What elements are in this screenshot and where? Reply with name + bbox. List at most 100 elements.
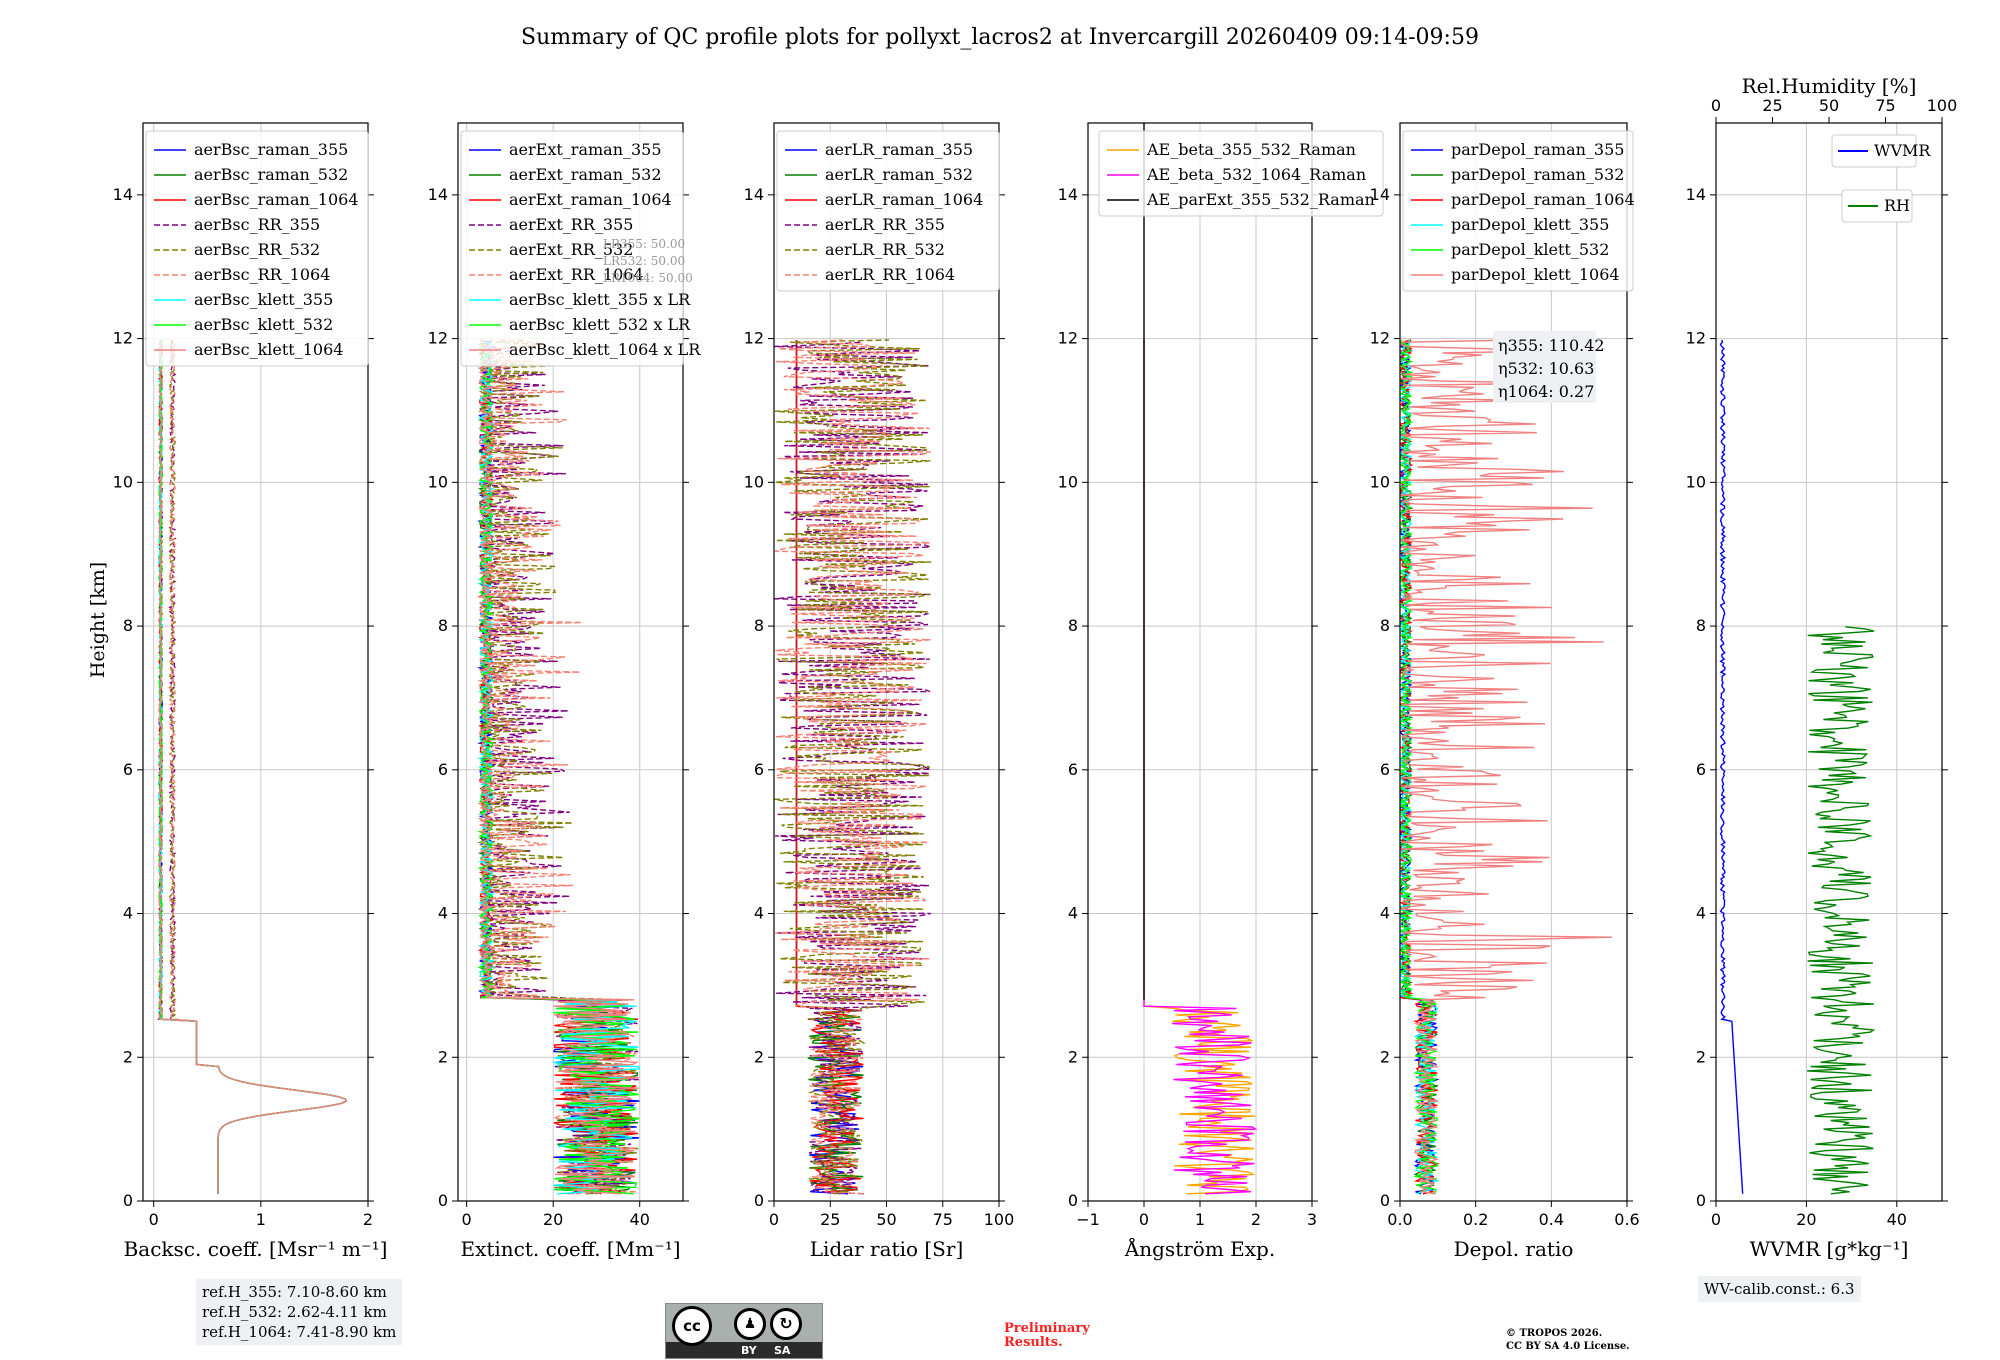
- x-axis-label: WVMR [g*kg⁻¹]: [1750, 1237, 1909, 1261]
- axes-frame: [1399, 122, 1628, 1202]
- y-tick-label: 4: [1068, 904, 1078, 923]
- profiles: [774, 339, 932, 1195]
- x-tick-label: 0: [1139, 1210, 1149, 1229]
- profile-aerBsc_klett_1064 x LR: [477, 339, 640, 1195]
- y-tick-label: 14: [1686, 185, 1706, 204]
- profiles: [1400, 339, 1613, 1195]
- y-tick-label: 10: [1058, 472, 1078, 491]
- lr-annotation: LR355: 50.00: [603, 237, 685, 251]
- y-tick-label: 6: [1696, 760, 1706, 779]
- y-tick-label: 4: [1380, 904, 1390, 923]
- x-axis-label: Backsc. coeff. [Msr⁻¹ m⁻¹]: [124, 1237, 388, 1261]
- profile-aerBsc_klett_532: [157, 339, 348, 1194]
- figure-title: Summary of QC profile plots for pollyxt_…: [521, 25, 1479, 50]
- legend-label: aerExt_RR_355: [509, 215, 633, 234]
- x-tick-label: 20: [1796, 1210, 1816, 1229]
- legend-label: aerBsc_klett_532 x LR: [509, 315, 691, 334]
- profile-aerLR_RR_355: [774, 340, 931, 1195]
- legend-label: parDepol_klett_532: [1451, 240, 1609, 259]
- y-tick-label: 12: [1686, 329, 1706, 348]
- legend-label: aerBsc_raman_532: [194, 165, 348, 184]
- y-tick-label: 12: [113, 329, 133, 348]
- legend-box: [1402, 130, 1634, 292]
- legend-label: aerBsc_klett_355: [194, 290, 333, 309]
- panel-lidar_ratio: 0 25 50 75 100 0 2 4 6 8 10 12 14 Lidar ratio [Sr] aer…: [744, 122, 1015, 1261]
- y-tick-label: 10: [1686, 472, 1706, 491]
- preliminary-line-2: Results.: [1004, 1335, 1063, 1350]
- legend-box: [460, 130, 684, 367]
- lr-annotation: LR532: 50.00: [603, 254, 685, 268]
- preliminary-line-1: Preliminary: [1004, 1321, 1090, 1336]
- x-axis-label: Depol. ratio: [1454, 1237, 1574, 1261]
- legend-label: aerBsc_RR_355: [194, 215, 320, 234]
- profiles: [157, 339, 348, 1194]
- y-tick-label: 2: [1068, 1047, 1078, 1066]
- x-tick-label: 100: [984, 1210, 1015, 1229]
- y-axis-label: Height [km]: [87, 562, 109, 678]
- legend-label: aerExt_raman_532: [509, 165, 662, 184]
- profiles: [1719, 339, 1876, 1195]
- y-tick-label: 14: [1058, 185, 1078, 204]
- legend-label: WVMR: [1874, 141, 1931, 160]
- share-alike-icon: ↻: [770, 1308, 802, 1340]
- y-tick-label: 2: [123, 1047, 133, 1066]
- legend-label: aerLR_raman_1064: [825, 190, 983, 209]
- y-tick-label: 2: [438, 1047, 448, 1066]
- top-x-tick-label: 75: [1875, 96, 1895, 115]
- profile-WVMR: [1719, 339, 1744, 1194]
- cc-logo-icon: cc: [672, 1306, 712, 1346]
- eta-value: η1064: 0.27: [1498, 382, 1594, 401]
- panel-water_vapor: 0 20 40 0 2 4 6 8 10 12 14 WVMR [g*kg⁻¹] 0 25 50 75 100 R…: [1686, 74, 1958, 1261]
- legend-label: aerLR_RR_532: [825, 240, 945, 259]
- x-tick-label: 20: [543, 1210, 563, 1229]
- legend-label: AE_parExt_355_532_Raman: [1146, 190, 1375, 209]
- x-tick-label: 0.6: [1614, 1210, 1639, 1229]
- y-tick-label: 4: [1696, 904, 1706, 923]
- legend-box: [145, 130, 369, 367]
- x-tick-label: 0: [149, 1210, 159, 1229]
- cc-sa-label: SA: [774, 1344, 791, 1357]
- x-tick-label: 0: [769, 1210, 779, 1229]
- copyright-note: © TROPOS 2026. CC BY SA 4.0 License.: [1506, 1327, 1706, 1353]
- profile-aerBsc_klett_1064: [157, 339, 348, 1194]
- y-tick-label: 8: [754, 616, 764, 635]
- panel-depol: 0.0 0.2 0.4 0.6 0 2 4 6 8 10 12 14 Depol. ratio parDe…: [1370, 122, 1640, 1261]
- axes-frame: [457, 122, 684, 1202]
- x-tick-label: 3: [1307, 1210, 1317, 1229]
- y-tick-label: 8: [1068, 616, 1078, 635]
- x-tick-label: 2: [1251, 1210, 1261, 1229]
- legend-label: RH: [1884, 196, 1910, 215]
- by-person-icon: ♟: [734, 1308, 766, 1340]
- legend-label: aerExt_RR_1064: [509, 265, 644, 284]
- y-tick-label: 14: [744, 185, 764, 204]
- y-tick-label: 14: [113, 185, 133, 204]
- profile-aerBsc_raman_532: [157, 339, 348, 1194]
- top-x-tick-label: 100: [1927, 96, 1958, 115]
- copyright-line-2: CC BY SA 4.0 License.: [1506, 1341, 1630, 1352]
- y-tick-label: 2: [754, 1047, 764, 1066]
- profile-RH: [1806, 626, 1876, 1195]
- y-tick-label: 6: [754, 760, 764, 779]
- x-tick-label: 0: [1711, 1210, 1721, 1229]
- legend-label: aerBsc_klett_355 x LR: [509, 290, 691, 309]
- legend-label: AE_beta_355_532_Raman: [1146, 140, 1356, 159]
- profiles: [1143, 123, 1258, 1195]
- profile-aerBsc_raman_355: [157, 339, 348, 1194]
- legend-label: aerBsc_klett_532: [194, 315, 333, 334]
- y-tick-label: 14: [428, 185, 448, 204]
- y-tick-label: 8: [123, 616, 133, 635]
- legend-label: parDepol_raman_532: [1451, 165, 1624, 184]
- eta-box: [1493, 331, 1596, 403]
- legend-label: aerLR_RR_1064: [825, 265, 955, 284]
- legend: aerBsc_raman_355 aerBsc_raman_532 aerBsc_r…: [145, 130, 369, 367]
- y-tick-label: 4: [123, 904, 133, 923]
- profile-parDepol_klett_1064: [1400, 339, 1613, 1195]
- legend: AE_beta_355_532_Raman AE_beta_532_1064_Ra…: [1098, 130, 1384, 217]
- profile-aerBsc_RR_532: [168, 339, 348, 1194]
- y-tick-label: 10: [113, 472, 133, 491]
- y-tick-label: 0: [438, 1191, 448, 1210]
- y-tick-label: 2: [1696, 1047, 1706, 1066]
- eta-value: η355: 110.42: [1498, 336, 1605, 355]
